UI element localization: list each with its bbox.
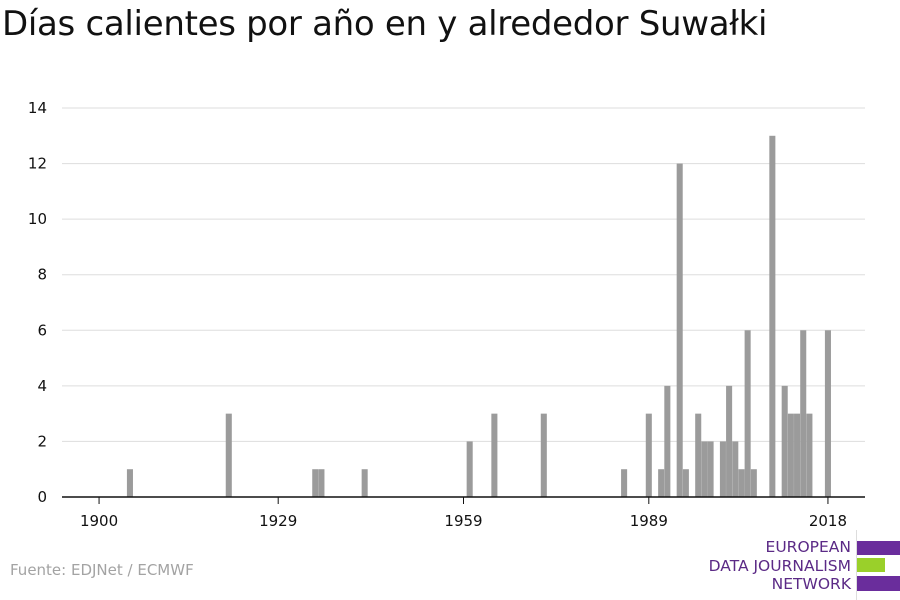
bar[interactable]: [824, 330, 831, 497]
bar[interactable]: [466, 441, 473, 497]
bar[interactable]: [318, 469, 325, 497]
bar[interactable]: [491, 413, 498, 497]
logo-bar-bottom: [857, 576, 900, 591]
bar[interactable]: [540, 413, 547, 497]
logo-line-3: NETWORK: [771, 575, 851, 593]
y-tick-label: 8: [37, 266, 47, 284]
y-tick-label: 2: [37, 432, 47, 450]
bar[interactable]: [701, 441, 708, 497]
logo-bar-top: [857, 541, 900, 555]
bar[interactable]: [800, 330, 807, 497]
bar[interactable]: [225, 413, 232, 497]
logo-text: EUROPEAN DATA JOURNALISM NETWORK: [709, 538, 851, 594]
bar[interactable]: [695, 413, 702, 497]
x-tick-label: 1929: [259, 512, 297, 530]
x-tick-label: 1900: [80, 512, 118, 530]
bar[interactable]: [794, 413, 801, 497]
logo-line-1: EUROPEAN: [765, 538, 851, 556]
bar[interactable]: [312, 469, 319, 497]
bar[interactable]: [645, 413, 652, 497]
bar[interactable]: [682, 469, 689, 497]
bar[interactable]: [769, 135, 776, 498]
bar[interactable]: [621, 469, 628, 497]
bar-series: [126, 135, 831, 498]
logo-bar-middle: [857, 558, 885, 572]
bar[interactable]: [726, 385, 733, 497]
bar[interactable]: [719, 441, 726, 497]
gridlines: [62, 107, 865, 442]
x-tick-label: 1959: [444, 512, 482, 530]
source-note: Fuente: EDJNet / ECMWF: [10, 561, 194, 579]
y-tick-label: 4: [37, 377, 47, 395]
bar[interactable]: [658, 469, 665, 497]
bar[interactable]: [787, 413, 794, 497]
bar[interactable]: [806, 413, 813, 497]
bar[interactable]: [781, 385, 788, 497]
bar[interactable]: [664, 385, 671, 497]
logo-line-2: DATA JOURNALISM: [708, 556, 851, 575]
logo-divider: [856, 530, 857, 600]
y-tick-label: 10: [28, 210, 47, 228]
x-tick-label: 1989: [630, 512, 668, 530]
bar[interactable]: [676, 163, 683, 498]
x-axis-ticks: 1900 1929 1959 1989 2018: [80, 497, 847, 530]
y-tick-label: 6: [37, 321, 47, 339]
bar[interactable]: [707, 441, 714, 497]
x-tick-label: 2018: [809, 512, 847, 530]
y-tick-label: 0: [37, 488, 47, 506]
bar[interactable]: [732, 441, 739, 497]
bar[interactable]: [738, 469, 745, 497]
chart-title: Días calientes por año en y alrededor Su…: [2, 4, 768, 44]
y-axis-tick-labels: 0 2 4 6 8 10 12 14: [28, 99, 47, 506]
y-tick-label: 14: [28, 99, 47, 117]
bar[interactable]: [750, 469, 757, 497]
bar[interactable]: [744, 330, 751, 497]
bar[interactable]: [361, 469, 368, 497]
bar[interactable]: [126, 469, 133, 497]
y-tick-label: 12: [28, 155, 47, 173]
